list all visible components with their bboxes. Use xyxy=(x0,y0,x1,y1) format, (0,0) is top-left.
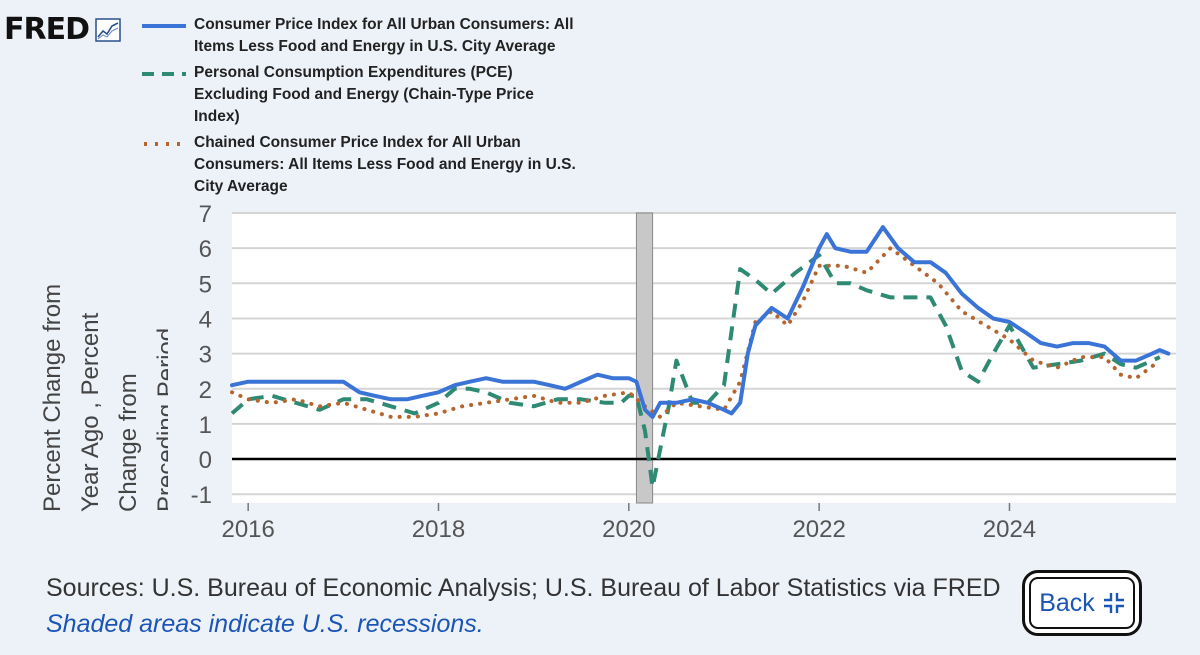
line-chart[interactable]: -1 0 1 2 3 4 5 6 7 2016 2018 2020 2022 2024 xyxy=(0,0,1200,560)
recession-note: Shaded areas indicate U.S. recessions. xyxy=(46,610,484,638)
y-axis-label-line-2: Year Ago , Percent xyxy=(77,312,104,512)
y-tick-label: 1 xyxy=(199,412,212,439)
recession-shading xyxy=(635,212,654,504)
fred-logo: FRED xyxy=(4,12,121,47)
sources-text: Sources: U.S. Bureau of Economic Analysi… xyxy=(46,574,1001,602)
y-tick-label: 4 xyxy=(199,306,212,333)
y-tick-label: 7 xyxy=(199,201,212,228)
y-tick-label: 3 xyxy=(199,342,212,369)
line-graph-icon xyxy=(95,17,121,42)
collapse-icon xyxy=(1103,593,1124,613)
x-tick-label: 2022 xyxy=(792,516,845,543)
legend-item-cpi[interactable]: Consumer Price Index for All Urban Consu… xyxy=(140,14,600,58)
chart-legend: Consumer Price Index for All Urban Consu… xyxy=(140,14,600,202)
x-tick-label: 2018 xyxy=(412,516,465,543)
legend-swatch-dashed xyxy=(142,72,186,76)
legend-label-chained-cpi: Chained Consumer Price Index for All Urb… xyxy=(194,134,576,195)
legend-label-cpi: Consumer Price Index for All Urban Consu… xyxy=(194,16,574,55)
legend-label-pce: Personal Consumption Expenditures (PCE) … xyxy=(194,64,534,125)
y-axis-label: Percent Change from Year Ago , Percent C… xyxy=(18,236,180,516)
y-tick-label: 5 xyxy=(199,271,212,298)
y-tick-label: -1 xyxy=(191,482,212,509)
y-tick-label: 6 xyxy=(199,236,212,263)
series-line-solid[interactable] xyxy=(230,225,1171,419)
back-button[interactable]: Back xyxy=(1022,570,1142,636)
plot-background xyxy=(232,213,1176,503)
legend-item-chained-cpi[interactable]: Chained Consumer Price Index for All Urb… xyxy=(140,132,600,198)
legend-swatch-solid xyxy=(142,24,186,28)
x-tick-label: 2020 xyxy=(602,516,655,543)
y-axis-label-line-1: Percent Change from xyxy=(39,284,66,512)
legend-item-pce[interactable]: Personal Consumption Expenditures (PCE) … xyxy=(140,62,600,128)
legend-swatch-dotted xyxy=(144,142,186,146)
x-tick-label: 2024 xyxy=(983,516,1036,543)
series-line-dot[interactable] xyxy=(230,246,1162,419)
y-axis-label-line-3: Change from xyxy=(115,373,142,512)
back-button-label: Back xyxy=(1039,588,1095,617)
y-tick-label: 0 xyxy=(199,447,212,474)
x-tick-label: 2016 xyxy=(221,516,274,543)
series-line-dash[interactable] xyxy=(230,253,1161,490)
fred-logo-text: FRED xyxy=(4,12,90,47)
y-tick-label: 2 xyxy=(199,377,212,404)
